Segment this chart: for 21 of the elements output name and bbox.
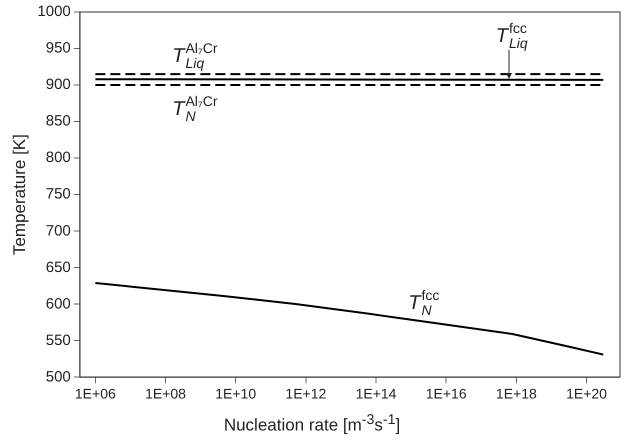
y-tick-label: 1000 [37, 3, 71, 20]
y-tick-label: 800 [46, 149, 71, 166]
x-tick-label: 1E+08 [145, 385, 186, 402]
x-tick-label: 1E+12 [285, 385, 326, 402]
y-tick-label: 650 [46, 258, 71, 276]
x-tick-label: 1E+06 [74, 385, 116, 402]
y-tick-label: 500 [46, 368, 71, 386]
y-tick-label: 900 [46, 76, 71, 94]
y-tick-label: 700 [46, 222, 71, 240]
x-tick-label: 1E+10 [215, 385, 256, 402]
x-tick-label: 1E+14 [356, 385, 397, 402]
y-tick-label: 550 [46, 332, 71, 349]
x-tick-label: 1E+20 [566, 385, 608, 402]
y-axis-title: Temperature [K] [10, 134, 29, 256]
y-tick-label: 950 [46, 40, 71, 57]
x-axis-title: Nucleation rate [m$^{-3}$s$^{-1}$] [222, 412, 402, 436]
x-tick-label: 1E+16 [426, 385, 467, 402]
x-tick-label: 1E+18 [496, 385, 537, 402]
y-tick-label: 850 [46, 112, 71, 130]
y-tick-label: 600 [46, 295, 71, 312]
y-tick-label: 750 [46, 186, 71, 203]
